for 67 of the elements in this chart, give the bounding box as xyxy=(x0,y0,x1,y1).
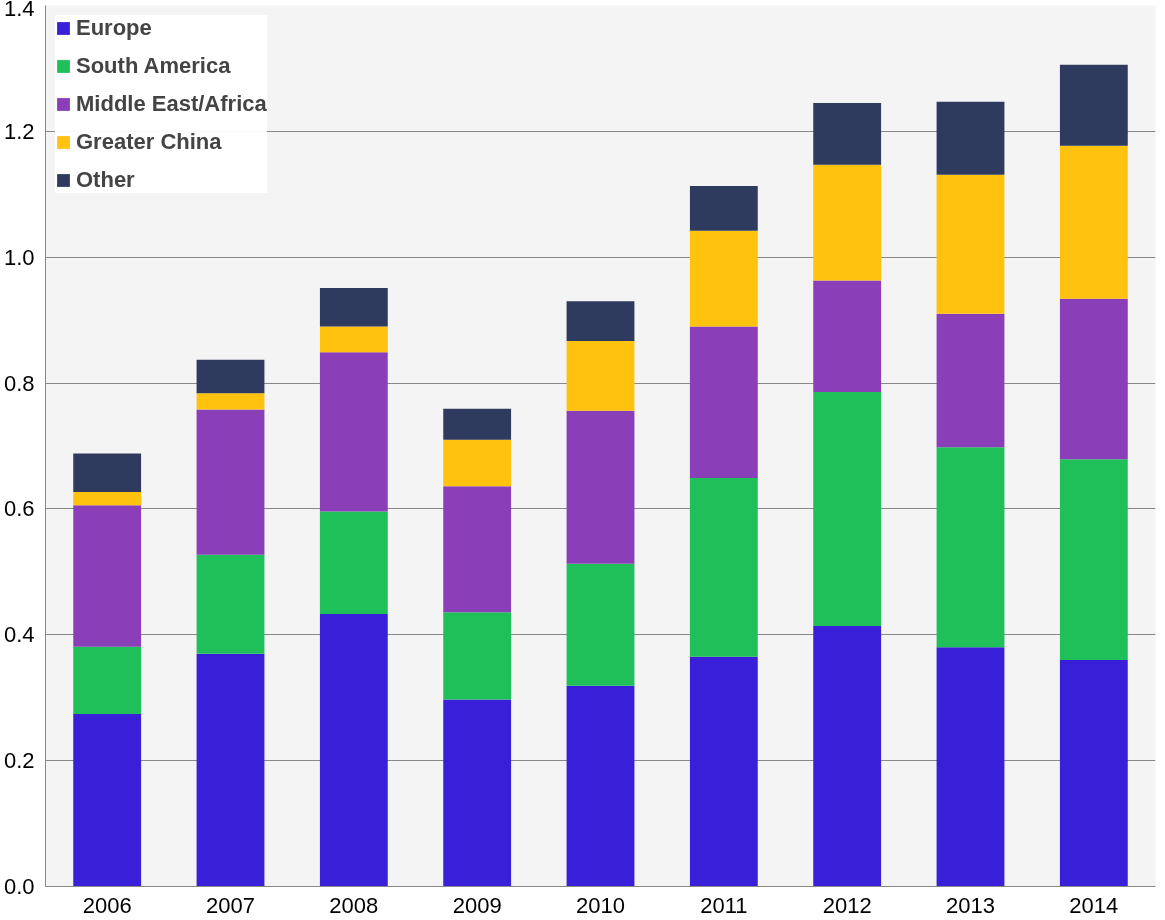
bar xyxy=(936,174,1005,314)
bar xyxy=(319,352,388,512)
bar xyxy=(566,340,635,411)
bar xyxy=(1059,64,1128,146)
x-tick-label: 2008 xyxy=(329,892,379,918)
y-tick-label: 0.2 xyxy=(3,748,35,774)
bar xyxy=(689,186,758,231)
bar xyxy=(566,563,635,686)
legend-label: Other xyxy=(76,167,135,193)
y-tick-label: 0.0 xyxy=(3,874,35,899)
bar xyxy=(443,439,512,487)
bar xyxy=(689,230,758,327)
x-tick-label: 2011 xyxy=(700,892,748,918)
bar xyxy=(936,313,1005,448)
bar xyxy=(566,685,635,887)
bar xyxy=(73,505,142,647)
bar xyxy=(319,511,388,615)
y-tick-label: 0.4 xyxy=(3,622,35,648)
bar xyxy=(443,699,512,887)
bar xyxy=(813,280,882,392)
legend-label: South America xyxy=(76,53,231,79)
bar xyxy=(813,625,882,887)
x-tick-label: 2007 xyxy=(206,892,255,918)
bar xyxy=(689,478,758,657)
y-tick-label: 0.6 xyxy=(3,496,35,522)
bar xyxy=(813,103,882,165)
bar xyxy=(813,164,882,281)
y-tick-label: 1.0 xyxy=(3,244,35,270)
legend-label: Europe xyxy=(76,15,152,41)
bar xyxy=(443,408,512,440)
bar xyxy=(319,288,388,327)
bar xyxy=(443,486,512,613)
bar xyxy=(566,301,635,341)
bar xyxy=(73,453,142,492)
bar xyxy=(319,614,388,887)
x-tick-label: 2014 xyxy=(1069,892,1119,918)
bar xyxy=(689,656,758,887)
bar xyxy=(196,653,265,887)
bar xyxy=(1059,659,1128,887)
bar xyxy=(936,101,1005,175)
bar xyxy=(196,554,265,654)
bar xyxy=(1059,459,1128,660)
y-tick-label: 1.4 xyxy=(3,0,35,21)
x-tick-label: 2012 xyxy=(822,892,872,918)
x-tick-label: 2009 xyxy=(452,892,502,918)
bar xyxy=(936,647,1005,887)
y-tick-label: 1.2 xyxy=(3,118,35,144)
bar xyxy=(196,359,265,394)
bar xyxy=(566,410,635,564)
x-tick-label: 2006 xyxy=(82,892,132,918)
bar xyxy=(73,714,142,887)
bar xyxy=(319,326,388,353)
bar xyxy=(73,646,142,715)
bar xyxy=(689,326,758,479)
bar xyxy=(1059,298,1128,460)
x-tick-label: 2010 xyxy=(576,892,625,918)
legend-label: Greater China xyxy=(76,129,222,155)
y-tick-label: 0.8 xyxy=(3,370,35,396)
bar xyxy=(1059,145,1128,299)
bar xyxy=(73,491,142,506)
bar xyxy=(936,447,1005,648)
bar xyxy=(196,393,265,410)
legend-label: Middle East/Africa xyxy=(76,91,267,117)
x-tick-label: 2013 xyxy=(946,892,995,918)
bar xyxy=(443,612,512,700)
bar xyxy=(813,391,882,626)
bar xyxy=(196,409,265,555)
